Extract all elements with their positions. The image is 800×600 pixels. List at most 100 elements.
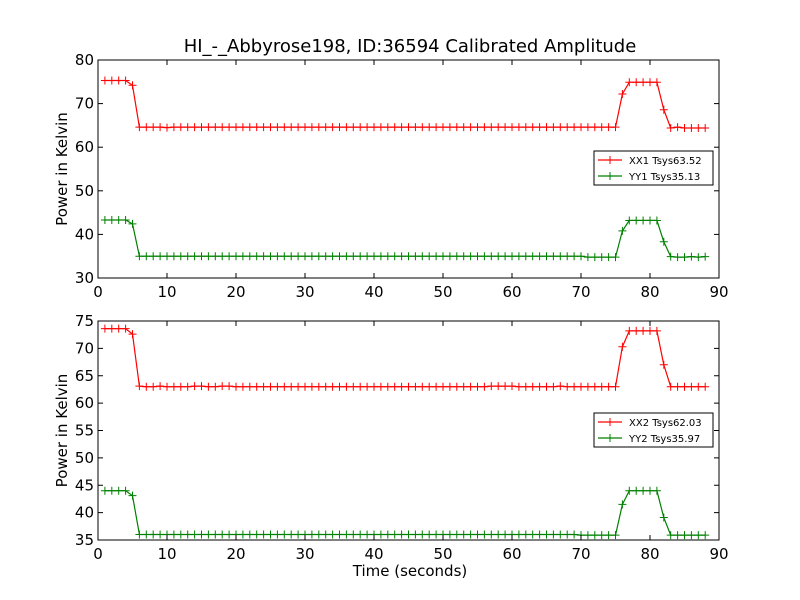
data-point-marker <box>680 382 689 391</box>
data-point-marker <box>287 123 296 132</box>
data-point-marker <box>632 216 641 225</box>
data-point-marker <box>577 123 585 132</box>
data-point-marker <box>197 123 206 132</box>
data-point-marker <box>404 530 413 539</box>
legend-marker <box>606 172 614 180</box>
data-point-marker <box>190 252 199 261</box>
data-point-marker <box>652 216 661 225</box>
data-point-marker <box>128 330 137 339</box>
y-tick-label: 45 <box>75 476 94 494</box>
data-point-marker <box>376 530 385 539</box>
data-point-marker <box>121 486 130 495</box>
data-point-marker <box>335 382 344 391</box>
data-point-marker <box>390 382 399 391</box>
data-point-marker <box>342 382 351 391</box>
data-point-marker <box>604 123 613 132</box>
data-point-marker <box>356 530 365 539</box>
data-point-marker <box>190 530 199 539</box>
data-point-marker <box>197 382 206 391</box>
data-point-marker <box>563 252 572 261</box>
data-point-marker <box>100 486 109 495</box>
data-point-marker <box>604 531 613 540</box>
data-point-marker <box>632 78 641 87</box>
data-point-marker <box>577 382 585 391</box>
x-axis-label: Time (seconds) <box>352 562 468 580</box>
data-point-marker <box>473 530 482 539</box>
data-point-marker <box>114 216 123 225</box>
data-point-marker <box>466 382 475 391</box>
data-point-marker <box>611 253 620 262</box>
data-point-marker <box>301 123 309 132</box>
data-point-marker <box>666 124 675 133</box>
data-point-marker <box>597 382 606 391</box>
data-point-marker <box>238 382 247 391</box>
data-point-marker <box>508 382 516 391</box>
data-point-marker <box>121 324 130 333</box>
data-point-marker <box>694 531 703 540</box>
y-tick-label: 80 <box>75 51 94 69</box>
data-point-marker <box>611 123 620 132</box>
data-point-marker <box>646 78 654 87</box>
data-point-marker <box>307 382 316 391</box>
data-point-marker <box>169 530 178 539</box>
y-tick-label: 70 <box>75 95 94 113</box>
data-point-marker <box>508 252 516 261</box>
data-point-marker <box>135 382 144 391</box>
data-point-marker <box>563 382 572 391</box>
data-point-marker <box>259 382 268 391</box>
data-point-marker <box>314 382 323 391</box>
data-point-marker <box>128 81 137 90</box>
data-point-marker <box>287 252 296 261</box>
data-point-marker <box>156 123 165 132</box>
data-point-marker <box>480 123 489 132</box>
data-point-marker <box>294 530 303 539</box>
data-point-marker <box>542 530 551 539</box>
data-point-marker <box>528 123 537 132</box>
data-point-marker <box>232 382 240 391</box>
data-point-marker <box>397 382 406 391</box>
data-point-marker <box>370 252 378 261</box>
data-point-marker <box>590 123 599 132</box>
data-point-marker <box>577 252 585 261</box>
data-point-marker <box>169 123 178 132</box>
data-point-marker <box>307 252 316 261</box>
data-point-marker <box>590 253 599 262</box>
x-tick-label: 30 <box>295 283 314 301</box>
data-point-marker <box>342 123 351 132</box>
data-point-marker <box>397 530 406 539</box>
data-point-marker <box>294 123 303 132</box>
data-point-marker <box>597 123 606 132</box>
data-point-marker <box>659 513 668 522</box>
data-point-marker <box>211 252 220 261</box>
data-point-marker <box>266 252 275 261</box>
data-point-marker <box>556 252 565 261</box>
data-point-marker <box>370 382 378 391</box>
data-point-marker <box>142 382 151 391</box>
data-point-marker <box>528 252 537 261</box>
data-point-marker <box>301 252 309 261</box>
data-point-marker <box>225 530 234 539</box>
data-point-marker <box>494 530 503 539</box>
data-point-marker <box>156 382 165 391</box>
data-point-marker <box>508 123 516 132</box>
y-tick-label: 65 <box>75 367 94 385</box>
data-point-marker <box>349 252 358 261</box>
x-tick-label: 90 <box>709 545 728 563</box>
data-point-marker <box>439 382 447 391</box>
data-point-marker <box>218 123 227 132</box>
data-point-marker <box>680 253 689 262</box>
data-point-marker <box>349 530 358 539</box>
legend-entry-label: YY2 Tsys35.97 <box>628 434 700 445</box>
data-point-marker <box>314 123 323 132</box>
data-point-marker <box>176 382 185 391</box>
data-point-marker <box>632 486 641 495</box>
data-point-marker <box>156 530 165 539</box>
data-point-marker <box>149 123 158 132</box>
data-point-marker <box>418 530 427 539</box>
data-point-marker <box>611 382 620 391</box>
data-point-marker <box>535 382 544 391</box>
x-tick-label: 20 <box>226 545 245 563</box>
x-tick-label: 70 <box>571 283 590 301</box>
data-point-marker <box>473 123 482 132</box>
data-point-marker <box>701 252 710 261</box>
